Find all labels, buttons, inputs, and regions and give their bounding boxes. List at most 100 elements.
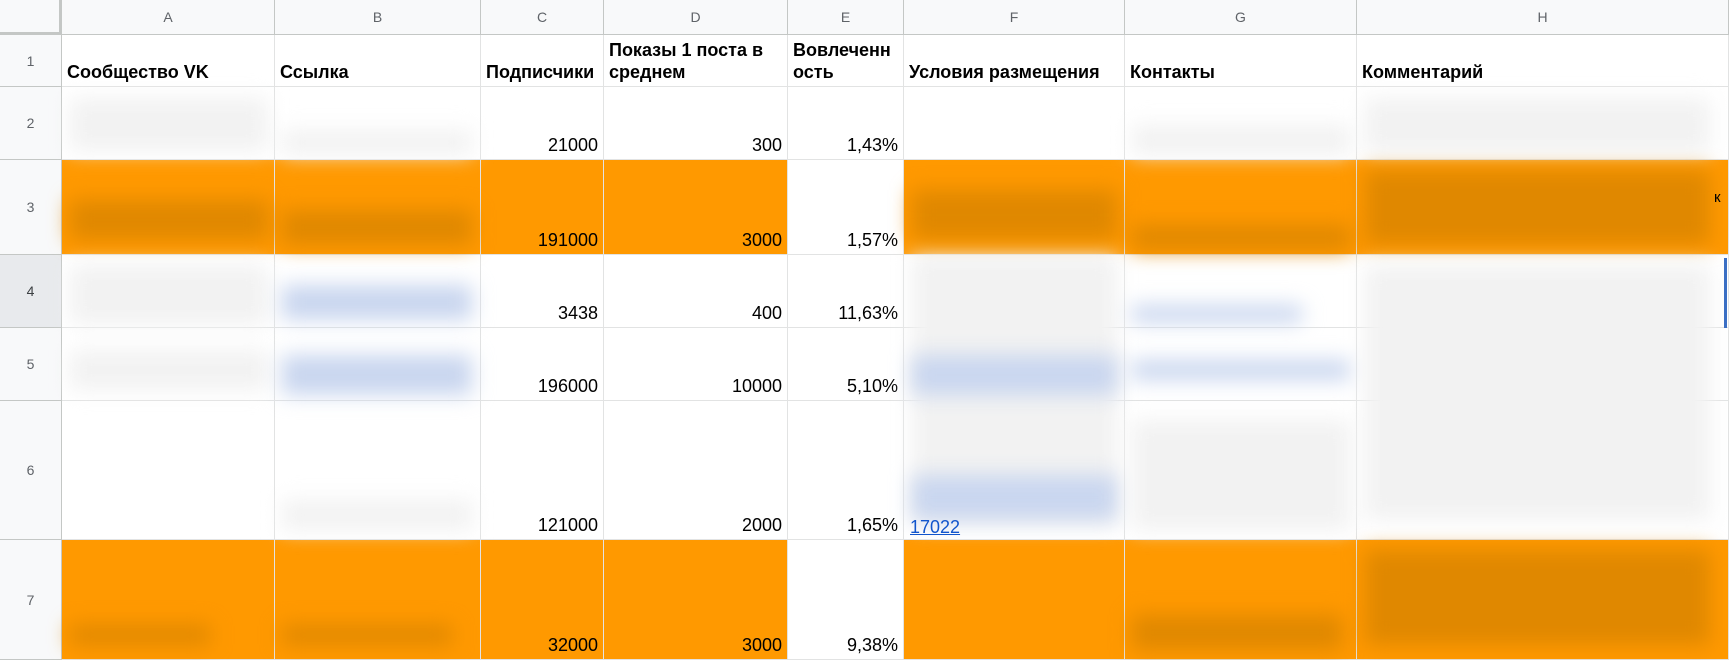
cell-d7[interactable]: 3000 xyxy=(604,540,788,660)
cell-a7[interactable] xyxy=(62,540,275,660)
cell-e4[interactable]: 11,63% xyxy=(788,255,904,328)
cell-b6[interactable] xyxy=(275,401,481,540)
column-header-d[interactable]: D xyxy=(604,0,788,35)
cell-g6[interactable] xyxy=(1125,401,1357,540)
row-header-5[interactable]: 5 xyxy=(0,328,62,401)
cell-h7[interactable] xyxy=(1357,540,1729,660)
cell-e7[interactable]: 9,38% xyxy=(788,540,904,660)
cell-c3[interactable]: 191000 xyxy=(481,160,604,255)
cell-f5[interactable] xyxy=(904,328,1125,401)
views-value: 3000 xyxy=(741,635,782,655)
header-comment-label: Комментарий xyxy=(1362,62,1484,82)
header-engagement-label: Вовлеченн ость xyxy=(793,40,891,82)
cell-e3[interactable]: 1,57% xyxy=(788,160,904,255)
selection-indicator xyxy=(1724,258,1727,328)
views-value: 3000 xyxy=(741,230,782,250)
column-header-e[interactable]: E xyxy=(788,0,904,35)
subscribers-value: 121000 xyxy=(537,515,598,535)
cell-c2[interactable]: 21000 xyxy=(481,87,604,160)
header-cell-views[interactable]: Показы 1 поста в среднем xyxy=(604,35,788,87)
cell-g3[interactable] xyxy=(1125,160,1357,255)
header-cell-link[interactable]: Ссылка xyxy=(275,35,481,87)
row-header-3[interactable]: 3 xyxy=(0,160,62,255)
column-header-g[interactable]: G xyxy=(1125,0,1357,35)
subscribers-value: 191000 xyxy=(537,230,598,250)
cell-a4[interactable] xyxy=(62,255,275,328)
cell-h4[interactable] xyxy=(1357,255,1729,328)
engagement-value: 1,43% xyxy=(846,135,898,155)
column-header-c[interactable]: C xyxy=(481,0,604,35)
cell-b7[interactable] xyxy=(275,540,481,660)
cell-e5[interactable]: 5,10% xyxy=(788,328,904,401)
cell-d4[interactable]: 400 xyxy=(604,255,788,328)
header-cell-engagement[interactable]: Вовлеченн ость xyxy=(788,35,904,87)
cell-c7[interactable]: 32000 xyxy=(481,540,604,660)
cell-b3[interactable] xyxy=(275,160,481,255)
placement-link-fragment[interactable]: 17022 xyxy=(910,517,961,537)
header-cell-contacts[interactable]: Контакты xyxy=(1125,35,1357,87)
cell-g2[interactable] xyxy=(1125,87,1357,160)
subscribers-value: 32000 xyxy=(547,635,598,655)
engagement-value: 1,65% xyxy=(846,515,898,535)
cell-a5[interactable] xyxy=(62,328,275,401)
cell-c5[interactable]: 196000 xyxy=(481,328,604,401)
views-value: 400 xyxy=(751,303,782,323)
column-header-b[interactable]: B xyxy=(275,0,481,35)
cell-d5[interactable]: 10000 xyxy=(604,328,788,401)
cell-a2[interactable] xyxy=(62,87,275,160)
column-header-h[interactable]: H xyxy=(1357,0,1729,35)
cell-f7[interactable] xyxy=(904,540,1125,660)
column-header-a[interactable]: A xyxy=(62,0,275,35)
row-header-7[interactable]: 7 xyxy=(0,540,62,660)
column-header-f[interactable]: F xyxy=(904,0,1125,35)
views-value: 2000 xyxy=(741,515,782,535)
cell-e2[interactable]: 1,43% xyxy=(788,87,904,160)
cell-d6[interactable]: 2000 xyxy=(604,401,788,540)
views-value: 300 xyxy=(751,135,782,155)
subscribers-value: 3438 xyxy=(557,303,598,323)
cell-d2[interactable]: 300 xyxy=(604,87,788,160)
header-community-label: Сообщество VK xyxy=(67,62,209,82)
header-cell-placement-terms[interactable]: Условия размещения xyxy=(904,35,1125,87)
cell-h3[interactable] xyxy=(1357,160,1729,255)
cell-b2[interactable] xyxy=(275,87,481,160)
cell-g5[interactable] xyxy=(1125,328,1357,401)
row-header-2[interactable]: 2 xyxy=(0,87,62,160)
engagement-value: 11,63% xyxy=(838,303,898,323)
cell-b4[interactable] xyxy=(275,255,481,328)
header-cell-community[interactable]: Сообщество VK xyxy=(62,35,275,87)
engagement-value: 5,10% xyxy=(846,376,898,396)
header-contacts-label: Контакты xyxy=(1130,62,1215,82)
cell-c6[interactable]: 121000 xyxy=(481,401,604,540)
row-header-4[interactable]: 4 xyxy=(0,255,62,328)
cell-f4[interactable] xyxy=(904,255,1125,328)
cell-g7[interactable] xyxy=(1125,540,1357,660)
cell-f3[interactable] xyxy=(904,160,1125,255)
cell-a6[interactable] xyxy=(62,401,275,540)
comment-overflow-text: к xyxy=(1714,189,1721,206)
cell-e6[interactable]: 1,65% xyxy=(788,401,904,540)
cell-h5[interactable] xyxy=(1357,328,1729,401)
cell-d3[interactable]: 3000 xyxy=(604,160,788,255)
engagement-value: 9,38% xyxy=(846,635,898,655)
cell-g4[interactable] xyxy=(1125,255,1357,328)
views-value: 10000 xyxy=(731,376,782,396)
header-link-label: Ссылка xyxy=(280,62,349,82)
header-cell-comment[interactable]: Комментарий xyxy=(1357,35,1729,87)
subscribers-value: 21000 xyxy=(547,135,598,155)
select-all-corner[interactable] xyxy=(0,0,62,35)
row-header-1[interactable]: 1 xyxy=(0,35,62,87)
cell-b5[interactable] xyxy=(275,328,481,401)
cell-c4[interactable]: 3438 xyxy=(481,255,604,328)
engagement-value: 1,57% xyxy=(846,230,898,250)
cell-a3[interactable] xyxy=(62,160,275,255)
cell-f2[interactable] xyxy=(904,87,1125,160)
row-header-6[interactable]: 6 xyxy=(0,401,62,540)
cell-h6[interactable] xyxy=(1357,401,1729,540)
header-subscribers-label: Подписчики xyxy=(486,62,595,82)
header-placement-terms-label: Условия размещения xyxy=(909,62,1100,82)
header-cell-subscribers[interactable]: Подписчики xyxy=(481,35,604,87)
subscribers-value: 196000 xyxy=(537,376,598,396)
cell-h2[interactable] xyxy=(1357,87,1729,160)
